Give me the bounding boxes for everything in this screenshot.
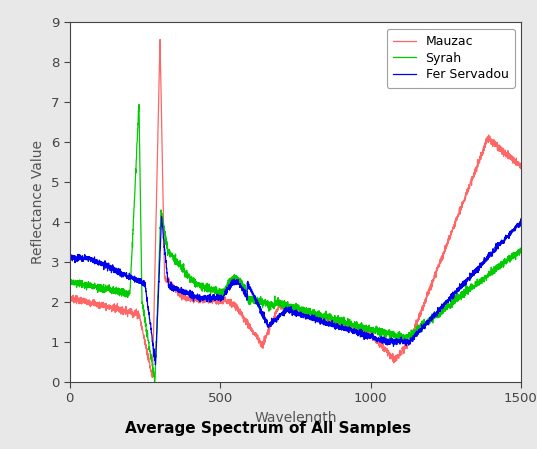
Fer Servadou <box>158 214 165 219</box>
Fer Servadou <box>145 304 151 310</box>
Fer Servadou <box>240 288 246 293</box>
Legend: Mauzac, Syrah, Fer Servadou: Mauzac, Syrah, Fer Servadou <box>387 29 514 88</box>
Mauzac <box>240 315 246 321</box>
Fer Servadou <box>518 218 524 224</box>
Mauzac <box>118 310 125 315</box>
Mauzac <box>145 357 151 362</box>
Fer Servadou <box>259 309 266 315</box>
Y-axis label: Reflectance Value: Reflectance Value <box>31 140 45 264</box>
Syrah <box>518 246 524 251</box>
Fer Servadou <box>67 252 73 257</box>
Fer Servadou <box>118 269 125 274</box>
X-axis label: Wavelength: Wavelength <box>254 411 337 425</box>
Mauzac <box>67 291 73 296</box>
Syrah <box>259 300 266 306</box>
Syrah <box>136 102 142 107</box>
Line: Fer Servadou: Fer Servadou <box>70 216 521 365</box>
Line: Mauzac: Mauzac <box>70 40 521 378</box>
Text: Average Spectrum of All Samples: Average Spectrum of All Samples <box>126 421 411 436</box>
Mauzac <box>149 375 156 380</box>
Line: Syrah: Syrah <box>70 105 521 382</box>
Mauzac <box>461 199 467 204</box>
Mauzac <box>157 37 163 42</box>
Mauzac <box>509 157 516 163</box>
Fer Servadou <box>152 362 158 367</box>
Mauzac <box>518 162 524 167</box>
Syrah <box>67 278 73 284</box>
Syrah <box>509 250 516 255</box>
Fer Servadou <box>461 284 467 289</box>
Fer Servadou <box>509 229 516 234</box>
Mauzac <box>259 342 266 347</box>
Syrah <box>461 291 467 297</box>
Syrah <box>240 283 246 289</box>
Syrah <box>151 379 158 385</box>
Syrah <box>145 338 151 343</box>
Syrah <box>118 291 125 296</box>
